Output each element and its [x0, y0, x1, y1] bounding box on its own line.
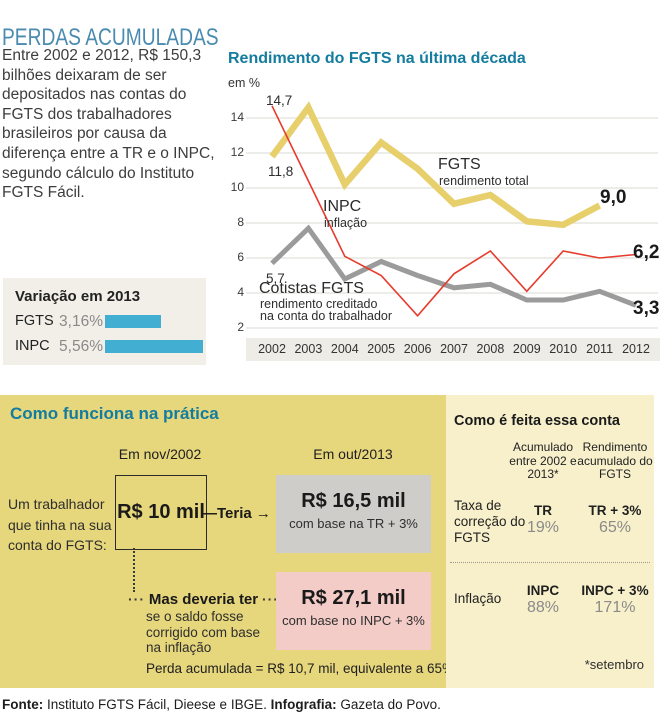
arrow-right-icon: → — [255, 505, 271, 522]
fgts-decade-chart: Rendimento do FGTS na última década em %… — [226, 50, 660, 380]
como-e-feita-panel: Como é feita essa conta Acumulado entre … — [446, 395, 654, 688]
initial-amount-box: R$ 10 mil — [115, 475, 207, 550]
x-axis-band: 2002 2003 2004 2005 2006 2007 2008 2009 2010 2011… — [246, 338, 660, 361]
x-axis-year-label: 2002 — [258, 342, 286, 356]
table-col1-header: Acumulado entre 2002 e 2013* — [509, 440, 577, 481]
cotistas-series-label: Cotistas FGTS — [259, 280, 364, 297]
variacao-fgts-bar — [105, 315, 161, 328]
y-tick-label: 2 — [237, 320, 244, 334]
y-tick-label: 14 — [230, 110, 244, 124]
tr-result-caption: com base na TR + 3% — [289, 516, 418, 531]
variacao-2013-panel: Variação em 2013 FGTS 3,16% INPC 5,56% — [3, 278, 206, 365]
variacao-fgts-value: 3,16% — [59, 313, 103, 330]
row2-col1-value: 88% — [526, 599, 560, 616]
inpc-result-caption: com base no INPC + 3% — [282, 613, 425, 628]
chart-canvas — [246, 101, 658, 329]
fgts-series-sub: rendimento total — [439, 174, 529, 188]
y-tick-label: 12 — [230, 145, 244, 159]
variacao-inpc-bar — [105, 340, 203, 353]
page-title: PERDAS ACUMULADAS — [2, 24, 219, 52]
row1-col2-cell: TR + 3% 65% — [572, 503, 658, 537]
intro-paragraph: Entre 2002 e 2012, R$ 150,3 bilhões deix… — [2, 47, 215, 202]
initial-amount: R$ 10 mil — [117, 501, 205, 523]
source-footer: Fonte: Instituto FGTS Fácil, Dieese e IB… — [2, 697, 441, 712]
teria-connector: —Teria → — [202, 505, 271, 522]
inpc-result-value: R$ 27,1 mil — [301, 587, 406, 609]
row1-col1-cell: TR 19% — [502, 503, 584, 537]
y-tick-label: 10 — [230, 180, 244, 194]
variacao-fgts-label: FGTS — [15, 313, 54, 329]
worker-intro: Um trabalhador que tinha na sua conta do… — [8, 496, 112, 553]
x-axis-year-label: 2007 — [440, 342, 468, 356]
row2-col2-cell: INPC + 3% 171% — [572, 583, 658, 617]
perda-acumulada-line: Perda acumulada = R$ 10,7 mil, equivalen… — [146, 661, 455, 676]
row2-col2-name: INPC + 3% — [581, 583, 649, 598]
row1-label: Taxa de correção do FGTS — [454, 498, 526, 545]
variacao-title: Variação em 2013 — [15, 288, 141, 305]
inpc-series-sub: inflação — [324, 216, 368, 230]
col-header-2013: Em out/2013 — [313, 446, 393, 462]
table-col2-header: Rendimento acumulado do FGTS — [577, 440, 653, 481]
cotistas-start-value: 5,7 — [266, 271, 285, 286]
y-tick-label: 8 — [237, 215, 244, 229]
x-axis-year-label: 2012 — [622, 342, 650, 356]
fonte-text: Instituto FGTS Fácil, Dieese e IBGE. — [43, 697, 271, 712]
inpc-series-label: INPC — [323, 198, 362, 215]
inpc-result-box: R$ 27,1 mil com base no INPC + 3% — [276, 572, 431, 650]
col-header-2002: Em nov/2002 — [118, 446, 202, 462]
x-axis-year-label: 2003 — [294, 342, 323, 356]
x-axis-year-label: 2008 — [476, 342, 505, 356]
cotistas-series-sub1: rendimento creditado — [260, 297, 378, 311]
fgts-end-value: 9,0 — [600, 187, 627, 208]
fgts-start-value: 11,8 — [268, 164, 294, 179]
dash-icon: — — [202, 505, 217, 522]
row1-col1-name: TR — [534, 503, 552, 518]
dotted-separator — [450, 562, 650, 563]
deveria-caption: se o saldo fosse corrigido com base na i… — [146, 609, 261, 655]
infografia-label: Infografia: — [270, 697, 337, 712]
x-axis-year-label: 2010 — [549, 342, 578, 356]
row1-col2-value: 65% — [598, 519, 632, 536]
chart-unit-label: em % — [228, 76, 260, 90]
row2-col2-value: 171% — [594, 599, 636, 616]
variacao-row-fgts: FGTS 3,16% — [15, 313, 200, 330]
inpc-end-value: 6,2 — [633, 242, 660, 263]
variacao-inpc-label: INPC — [15, 338, 50, 354]
fonte-label: Fonte: — [2, 697, 44, 712]
row2-label: Inflação — [454, 591, 502, 606]
tr-result-box: R$ 16,5 mil com base na TR + 3% — [276, 475, 431, 553]
dotted-connector — [133, 548, 135, 592]
como-funciona-title: Como funciona na prática — [10, 404, 219, 423]
y-tick-label: 6 — [237, 250, 244, 264]
tr-result-value: R$ 16,5 mil — [301, 490, 406, 512]
x-axis-year-label: 2005 — [367, 342, 396, 356]
row2-col1-cell: INPC 88% — [502, 583, 584, 617]
variacao-inpc-value: 5,56% — [59, 338, 103, 355]
y-tick-label: 4 — [237, 285, 244, 299]
como-funciona-panel: Como funciona na prática Em nov/2002 Em … — [0, 395, 454, 688]
x-axis-year-label: 2009 — [512, 342, 541, 356]
como-e-feita-title: Como é feita essa conta — [454, 413, 620, 429]
dots-icon: ··· — [128, 591, 145, 607]
x-axis-year-label: 2006 — [403, 342, 432, 356]
variacao-row-inpc: INPC 5,56% — [15, 338, 203, 355]
row1-col1-value: 19% — [526, 519, 560, 536]
deveria-label: Mas deveria ter — [148, 591, 259, 608]
row2-col1-name: INPC — [526, 583, 560, 598]
infografia-text: Gazeta do Povo. — [336, 697, 441, 712]
fgts-series-label: FGTS — [438, 156, 481, 173]
cotistas-end-value: 3,3 — [633, 298, 660, 319]
row1-col2-name: TR + 3% — [588, 503, 642, 518]
teria-label: Teria — [217, 505, 252, 522]
x-axis-year-label: 2011 — [586, 342, 614, 356]
x-axis-year-label: 2004 — [330, 342, 359, 356]
chart-title: Rendimento do FGTS na última década — [228, 50, 526, 67]
footnote-setembro: *setembro — [584, 657, 644, 672]
inpc-start-value: 14,7 — [266, 93, 293, 108]
cotistas-series-sub2: na conta do trabalhador — [260, 309, 393, 323]
